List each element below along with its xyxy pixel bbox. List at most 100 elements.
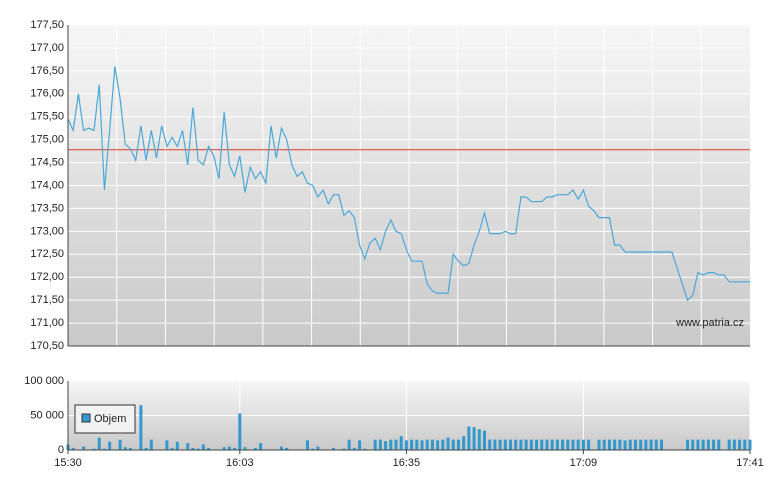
volume-bar	[97, 437, 101, 450]
volume-bar	[186, 443, 190, 450]
volume-bar	[706, 439, 710, 450]
y-tick-label: 173,50	[30, 202, 64, 214]
y-tick-label: 176,50	[30, 65, 64, 77]
volume-bar	[191, 447, 195, 450]
volume-bar	[602, 439, 606, 450]
volume-bar	[279, 446, 283, 450]
volume-bar	[571, 439, 575, 450]
volume-bar	[524, 439, 528, 450]
watermark: www.patria.cz	[675, 317, 744, 329]
y-tick-label: 177,50	[30, 19, 64, 31]
volume-bar	[347, 439, 351, 450]
volume-bar	[425, 439, 429, 450]
volume-bar	[519, 439, 523, 450]
volume-bar	[358, 440, 362, 450]
volume-bar	[498, 439, 502, 450]
volume-bar	[488, 439, 492, 450]
volume-bar	[597, 439, 601, 450]
volume-bar	[285, 447, 289, 450]
volume-bar	[102, 448, 106, 450]
y-tick-label: 172,00	[30, 271, 64, 283]
y-tick-label: 100 000	[24, 375, 64, 387]
volume-bar	[503, 439, 507, 450]
volume-bar	[607, 439, 611, 450]
volume-bar	[482, 430, 486, 450]
volume-bar	[243, 447, 247, 450]
volume-bar	[207, 447, 211, 450]
volume-bar	[430, 439, 434, 450]
volume-bar	[477, 429, 481, 450]
volume-bar	[649, 439, 653, 450]
volume-bar	[545, 439, 549, 450]
x-tick-label: 16:35	[393, 457, 421, 469]
volume-bar	[628, 439, 632, 450]
volume-bar	[639, 439, 643, 450]
volume-bar	[71, 447, 75, 450]
volume-bar	[509, 439, 513, 450]
volume-bar	[149, 439, 153, 450]
volume-bar	[165, 440, 169, 450]
volume-bar	[123, 447, 127, 450]
legend-swatch	[81, 413, 91, 423]
legend-label: Objem	[94, 413, 126, 425]
volume-bar	[311, 448, 315, 450]
volume-bar	[373, 439, 377, 450]
volume-bar	[712, 439, 716, 450]
y-tick-label: 176,00	[30, 88, 64, 100]
price-line	[67, 66, 750, 302]
volume-bar	[201, 444, 205, 450]
y-tick-label: 171,50	[30, 294, 64, 306]
volume-bar	[316, 446, 320, 450]
volume-bar	[566, 439, 570, 450]
volume-bar	[352, 447, 356, 450]
volume-bar	[748, 439, 752, 450]
volume-bar	[305, 440, 309, 450]
volume-bar	[613, 439, 617, 450]
volume-bar	[623, 440, 627, 450]
volume-bar	[451, 439, 455, 450]
y-tick-label: 174,50	[30, 156, 64, 168]
y-tick-label: 175,50	[30, 111, 64, 123]
volume-bar	[175, 441, 179, 450]
y-tick-label: 170,50	[30, 340, 64, 352]
y-tick-label: 172,50	[30, 248, 64, 260]
volume-bar	[738, 439, 742, 450]
volume-bar	[196, 448, 200, 450]
volume-bar	[128, 447, 132, 450]
volume-bar	[420, 440, 424, 450]
volume-bar	[727, 439, 731, 450]
volume-bar	[238, 413, 242, 450]
volume-bar	[529, 439, 533, 450]
x-tick-label: 17:09	[570, 457, 598, 469]
volume-bar	[436, 440, 440, 450]
volume-bar	[743, 439, 747, 450]
volume-bar	[696, 439, 700, 450]
volume-bar	[540, 439, 544, 450]
volume-bar	[404, 440, 408, 450]
volume-bar	[446, 437, 450, 450]
y-tick-label: 173,00	[30, 225, 64, 237]
volume-bar	[576, 439, 580, 450]
volume-bar	[732, 439, 736, 450]
volume-bar	[456, 439, 460, 450]
y-tick-label: 0	[58, 444, 64, 456]
volume-bar	[654, 439, 658, 450]
volume-bar	[691, 439, 695, 450]
y-tick-label: 174,00	[30, 179, 64, 191]
volume-bar	[384, 441, 388, 450]
volume-bar	[389, 439, 393, 450]
volume-bar	[415, 439, 419, 450]
volume-bar	[467, 426, 471, 450]
volume-bar	[493, 439, 497, 450]
volume-bar	[342, 448, 346, 450]
volume-bar	[472, 427, 476, 450]
y-tick-label: 177,00	[30, 42, 64, 54]
volume-bar	[701, 439, 705, 450]
volume-bar	[227, 446, 231, 450]
volume-bar	[233, 447, 237, 450]
volume-bar	[92, 448, 96, 450]
volume-bar	[378, 439, 382, 450]
y-tick-label: 175,00	[30, 134, 64, 146]
volume-bar	[633, 439, 637, 450]
